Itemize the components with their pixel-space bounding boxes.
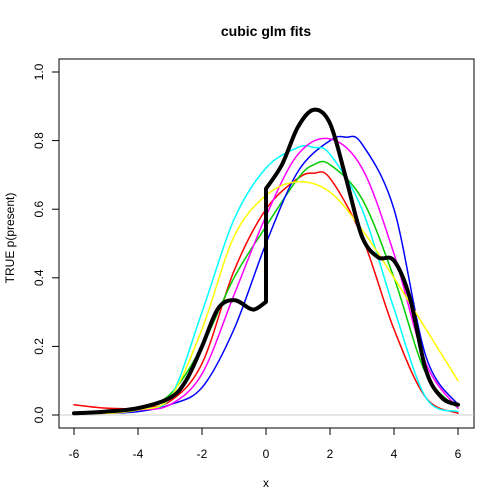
y-tick-label: 0.8 bbox=[32, 132, 46, 149]
x-tick-label: -4 bbox=[133, 447, 144, 461]
x-tick-label: -2 bbox=[197, 447, 208, 461]
x-tick-label: 4 bbox=[391, 447, 398, 461]
chart-title: cubic glm fits bbox=[221, 23, 311, 39]
series-line-true-probability bbox=[72, 107, 460, 416]
x-axis: -6 -4 -2 0 2 4 6 bbox=[69, 427, 462, 461]
y-axis-label: TRUE p(present) bbox=[3, 193, 17, 284]
x-tick-label: -6 bbox=[69, 447, 80, 461]
x-tick-label: 6 bbox=[455, 447, 462, 461]
y-axis: 0.0 0.2 0.4 0.6 0.8 1.0 bbox=[32, 63, 60, 423]
y-tick-label: 0.0 bbox=[32, 406, 46, 423]
x-tick-label: 2 bbox=[327, 447, 334, 461]
series-line-fit bbox=[73, 135, 459, 415]
y-tick-label: 1.0 bbox=[32, 63, 46, 80]
y-tick-label: 0.4 bbox=[32, 269, 46, 286]
y-tick-label: 0.6 bbox=[32, 201, 46, 218]
x-axis-label: x bbox=[263, 476, 269, 490]
y-tick-label: 0.2 bbox=[32, 338, 46, 355]
series-lines bbox=[72, 107, 460, 416]
x-tick-label: 0 bbox=[263, 447, 270, 461]
